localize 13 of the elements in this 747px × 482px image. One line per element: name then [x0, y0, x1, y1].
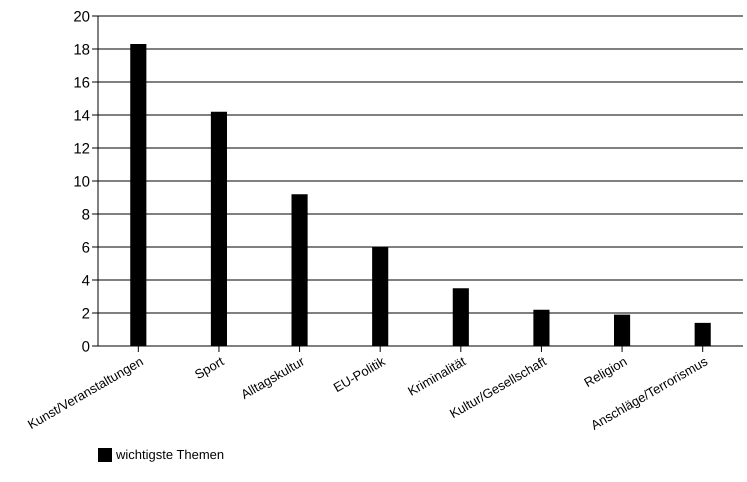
y-tick-label: 6 [82, 239, 90, 256]
y-tick-label: 8 [82, 206, 90, 224]
y-tick-label: 0 [82, 338, 90, 356]
y-tick-label: 10 [73, 173, 90, 190]
y-tick-label: 14 [73, 107, 90, 124]
x-tick-label: Sport [192, 353, 227, 382]
y-tick-label: 20 [73, 8, 90, 26]
y-tick-label: 4 [82, 272, 90, 290]
legend-label: wichtigste Themen [116, 447, 224, 462]
y-tick-label: 16 [73, 74, 90, 92]
y-tick-label: 12 [73, 140, 90, 158]
y-tick-label: 2 [82, 305, 90, 322]
y-tick-label: 18 [73, 41, 90, 58]
